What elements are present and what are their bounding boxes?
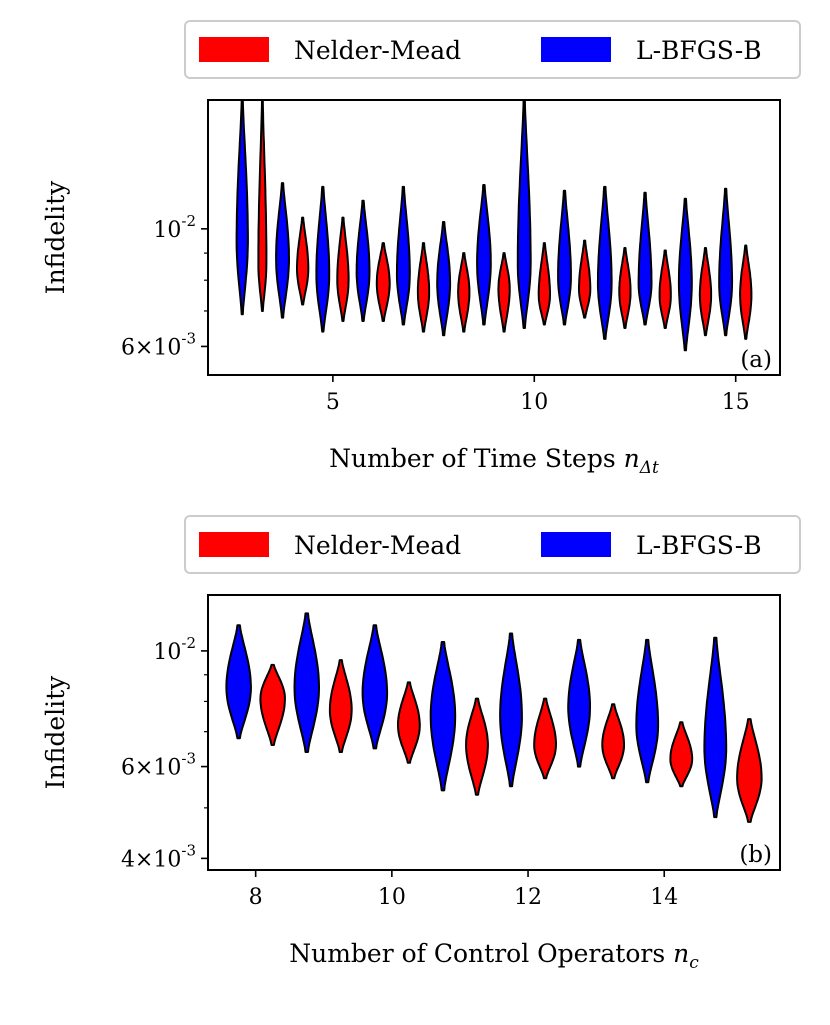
violin-nelder-mead-15 (736, 718, 763, 823)
violin-nelder-mead-7 (416, 242, 431, 333)
panel-tag: (a) (740, 347, 772, 373)
axes-frame (207, 99, 781, 376)
violin-lbfgsb-15 (703, 636, 728, 819)
violin-nelder-mead-12 (533, 697, 557, 780)
panel-a: 5 10 15 10-2 6×10-3 (a) Number of Time Steps n… (41, 20, 801, 478)
violins (225, 612, 763, 823)
violin-nelder-mead-5 (336, 216, 350, 322)
violin-nelder-mead-9 (497, 252, 511, 333)
y-axis-label: Infidelity (41, 675, 70, 789)
y-tick-label: 10-2 (153, 634, 196, 665)
violin-nelder-mead-6 (375, 242, 391, 322)
legend-label-l-bfgs-b: L-BFGS-B (636, 531, 762, 560)
violin-nelder-mead-11 (465, 697, 489, 796)
violin-nelder-mead-8 (457, 252, 471, 333)
violin-lbfgsb-5 (315, 185, 331, 333)
x-axis-label: Number of Control Operators nc (289, 939, 699, 973)
violin-lbfgsb-8 (436, 221, 452, 337)
panel-tag: (b) (739, 842, 772, 868)
violin-nelder-mead-9 (328, 659, 353, 753)
x-tick-label: 15 (722, 390, 750, 415)
y-tick-label: 6×10-3 (121, 750, 196, 781)
violin-lbfgsb-4 (275, 182, 290, 319)
violin-lbfgsb-14 (677, 197, 693, 352)
violin-lbfgsb-3 (235, 100, 249, 316)
violin-lbfgsb-11 (557, 189, 572, 326)
legend-swatch-nelder-mead (199, 37, 269, 62)
x-tick-label: 12 (514, 885, 542, 910)
x-tick-label: 14 (650, 885, 678, 910)
violin-lbfgsb-9 (476, 184, 492, 326)
x-tick-label: 10 (520, 390, 548, 415)
violin-nelder-mead-14 (669, 721, 694, 788)
panel-b: 8 10 12 14 10-2 6×10-3 4×10-3 (b) Number of Cont… (41, 515, 801, 973)
violin-lbfgsb-11 (429, 641, 457, 792)
violin-nelder-mead-3 (257, 100, 268, 312)
violin-nelder-mead-12 (618, 247, 632, 329)
x-axis-label: Number of Time Steps nΔt (329, 444, 659, 478)
violin-nelder-mead-13 (601, 703, 625, 780)
y-tick-label: 6×10-3 (121, 329, 196, 360)
violin-nelder-mead-14 (698, 247, 713, 337)
y-axis-label: Infidelity (41, 180, 70, 294)
violin-lbfgsb-15 (718, 187, 734, 337)
violin-lbfgsb-9 (293, 612, 320, 753)
y-tick-label: 10-2 (153, 212, 196, 243)
violin-nelder-mead-8 (259, 663, 286, 746)
violins (235, 100, 753, 352)
legend-frame (184, 20, 801, 79)
legend-label-nelder-mead: Nelder-Mead (294, 531, 461, 560)
x-tick-label: 5 (326, 390, 340, 415)
violin-lbfgsb-13 (637, 191, 653, 326)
violin-nelder-mead-10 (397, 681, 421, 764)
legend-frame (184, 515, 801, 574)
violin-nelder-mead-4 (296, 216, 310, 306)
legend-swatch-l-bfgs-b (541, 532, 611, 557)
violin-nelder-mead-15 (739, 244, 753, 340)
legend-swatch-l-bfgs-b (541, 37, 611, 62)
axes-frame (207, 594, 781, 871)
violin-nelder-mead-10 (537, 242, 551, 326)
legend: Nelder-Mead L-BFGS-B (184, 20, 801, 79)
x-tick-label: 10 (378, 885, 406, 910)
violin-lbfgsb-12 (499, 632, 523, 788)
violin-lbfgsb-14 (635, 638, 660, 784)
violin-lbfgsb-7 (395, 185, 411, 326)
x-tick-label: 8 (249, 885, 263, 910)
violin-nelder-mead-11 (578, 239, 592, 319)
legend-label-l-bfgs-b: L-BFGS-B (636, 36, 762, 65)
violin-lbfgsb-13 (567, 638, 591, 768)
violin-lbfgsb-6 (355, 199, 371, 322)
legend: Nelder-Mead L-BFGS-B (184, 515, 801, 574)
violin-lbfgsb-12 (596, 185, 613, 340)
y-tick-label: 4×10-3 (121, 841, 196, 872)
violin-lbfgsb-10 (516, 100, 532, 329)
violin-lbfgsb-10 (361, 624, 389, 750)
violin-nelder-mead-13 (658, 249, 672, 329)
violin-lbfgsb-8 (225, 624, 252, 740)
legend-label-nelder-mead: Nelder-Mead (294, 36, 461, 65)
legend-swatch-nelder-mead (199, 532, 269, 557)
